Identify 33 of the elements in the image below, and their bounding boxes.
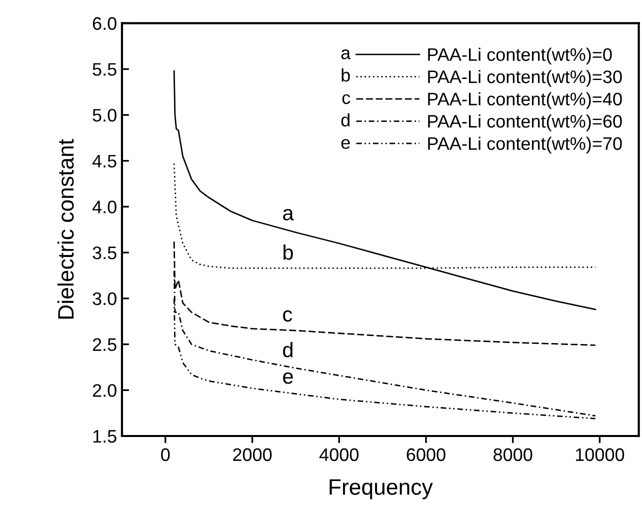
legend-label: PAA-Li content(wt%)=40 [428,92,622,110]
annotation: a [283,208,294,220]
text: b [342,68,350,82]
x-tick-label: 2000 [233,448,272,462]
text: c [342,94,350,104]
y-tick-label: 2.0 [92,384,116,397]
annotation: d [283,342,292,358]
legend-label: PAA-Li content(wt%)=60 [428,114,622,132]
y-tick-label: 3.5 [92,246,116,260]
annotation: c [283,310,292,322]
annotation: b [284,244,293,260]
x-tick-label: 4000 [319,448,359,462]
x-tick-label: 0 [161,448,170,462]
legend-label: PAA-Li content(wt%)=70 [428,136,622,154]
x-tick-label: 8000 [494,448,532,462]
legend-label: PAA-Li content(wt%)=30 [428,70,622,87]
y-axis-title: Dielectric constant [57,139,74,319]
y-tick-label: 5.5 [92,63,116,76]
y-tick-label: 3.0 [92,292,116,306]
y-tick-label: 4.5 [92,154,116,168]
x-tick-label: 6000 [406,448,446,462]
y-tick-label: 4.0 [92,200,116,214]
y-tick-label: 5.0 [92,108,116,122]
y-tick-label: 2.5 [92,338,116,352]
y-tick-label: 1.5 [93,430,116,443]
x-tick-label: 10000 [576,448,624,462]
annotation: e [283,372,293,384]
text: a [341,49,351,60]
y-tick-label: 6.0 [92,17,116,30]
legend-label: PAA-Li content(wt%)=0 [428,48,612,65]
x-axis-title: Frequency [330,479,433,500]
text: d [341,113,350,127]
text: e [341,139,350,149]
